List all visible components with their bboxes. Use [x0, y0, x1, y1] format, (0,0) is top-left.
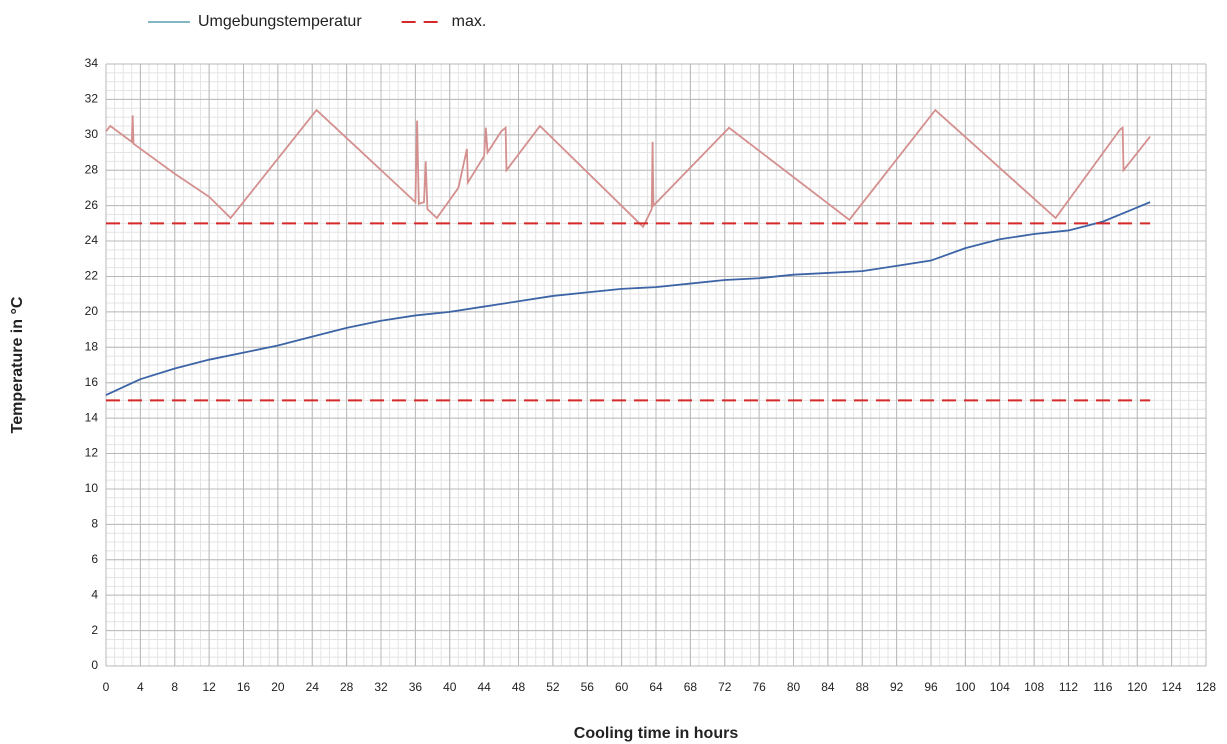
y-axis-label: Temperature in °C — [9, 296, 26, 433]
x-tick-label: 76 — [752, 680, 766, 694]
y-tick-label: 28 — [85, 162, 99, 176]
x-tick-label: 116 — [1093, 680, 1112, 694]
x-tick-label: 108 — [1024, 680, 1044, 694]
x-tick-label: 44 — [477, 680, 491, 694]
x-tick-label: 72 — [718, 680, 732, 694]
y-tick-label: 26 — [85, 198, 99, 212]
x-tick-label: 104 — [990, 680, 1010, 694]
x-tick-label: 16 — [237, 680, 251, 694]
y-tick-label: 30 — [85, 127, 99, 141]
y-tick-label: 6 — [91, 552, 98, 566]
y-tick-label: 14 — [85, 410, 99, 424]
x-tick-label: 4 — [137, 680, 144, 694]
y-tick-label: 12 — [85, 446, 99, 460]
x-tick-label: 84 — [821, 680, 835, 694]
y-tick-label: 16 — [85, 375, 99, 389]
y-tick-label: 8 — [91, 517, 98, 531]
x-tick-label: 88 — [856, 680, 870, 694]
x-tick-label: 60 — [615, 680, 629, 694]
x-tick-label: 80 — [787, 680, 801, 694]
x-tick-label: 48 — [512, 680, 526, 694]
x-tick-label: 100 — [955, 680, 975, 694]
y-tick-label: 18 — [85, 339, 99, 353]
x-tick-label: 120 — [1127, 680, 1147, 694]
x-tick-label: 124 — [1162, 680, 1182, 694]
x-tick-label: 20 — [271, 680, 285, 694]
y-tick-label: 32 — [85, 92, 99, 106]
y-tick-label: 4 — [91, 587, 98, 601]
line-series — [105, 108, 1151, 229]
x-tick-label: 112 — [1059, 680, 1078, 694]
x-tick-label: 56 — [581, 680, 595, 694]
y-tick-label: 10 — [85, 481, 99, 495]
x-tick-label: 0 — [103, 680, 110, 694]
x-tick-label: 52 — [546, 680, 560, 694]
x-tick-label: 12 — [202, 680, 216, 694]
line-series — [105, 201, 1151, 396]
x-tick-label: 8 — [171, 680, 178, 694]
x-tick-label: 28 — [340, 680, 354, 694]
x-tick-label: 96 — [924, 680, 938, 694]
y-tick-label: 24 — [85, 233, 99, 247]
y-tick-label: 22 — [85, 269, 99, 283]
legend-label: max. — [452, 13, 487, 30]
x-tick-label: 32 — [374, 680, 388, 694]
y-tick-label: 20 — [85, 304, 99, 318]
x-tick-label: 36 — [409, 680, 423, 694]
x-tick-label: 92 — [890, 680, 904, 694]
y-tick-label: 2 — [91, 623, 98, 637]
x-tick-label: 24 — [306, 680, 320, 694]
legend-label: Umgebungstemperatur — [198, 13, 362, 30]
y-tick-label: 34 — [85, 56, 99, 70]
x-tick-label: 40 — [443, 680, 457, 694]
x-axis-label: Cooling time in hours — [574, 725, 739, 742]
x-tick-label: 68 — [684, 680, 698, 694]
y-tick-label: 0 — [91, 658, 98, 672]
x-tick-label: 128 — [1196, 680, 1216, 694]
x-tick-label: 64 — [649, 680, 663, 694]
